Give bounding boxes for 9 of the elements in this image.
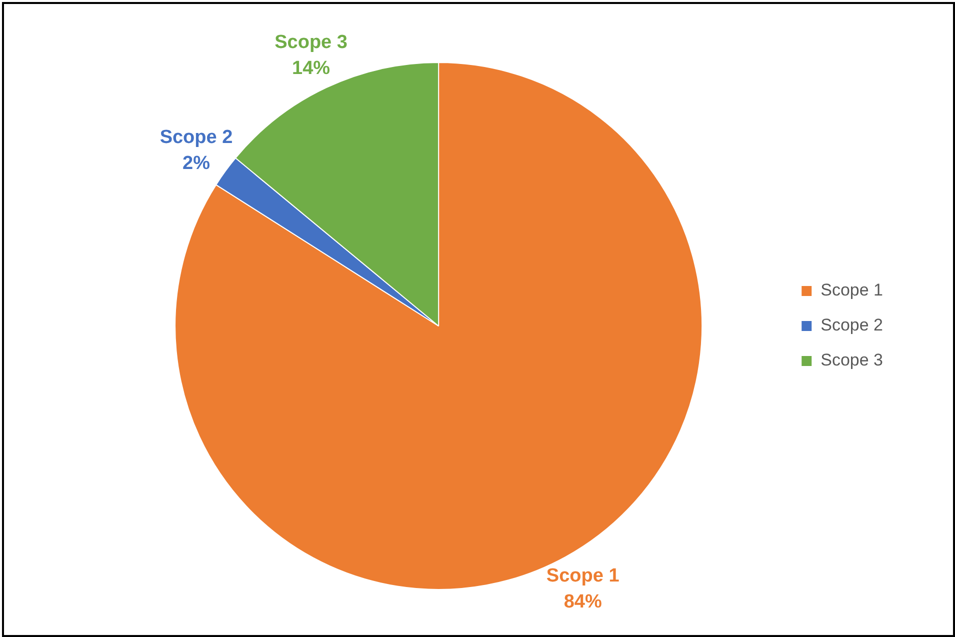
data-label: 84% <box>564 592 602 613</box>
data-label: 14% <box>292 58 330 80</box>
legend-label: Scope 2 <box>820 316 884 335</box>
slice-label: Scope 2 <box>160 127 233 148</box>
slice-label: Scope 3 <box>274 32 348 54</box>
legend-label: Scope 1 <box>820 280 884 300</box>
data-label: 2% <box>182 153 210 174</box>
legend-label: Scope 3 <box>820 350 884 370</box>
slice-label: Scope 1 <box>546 566 620 587</box>
